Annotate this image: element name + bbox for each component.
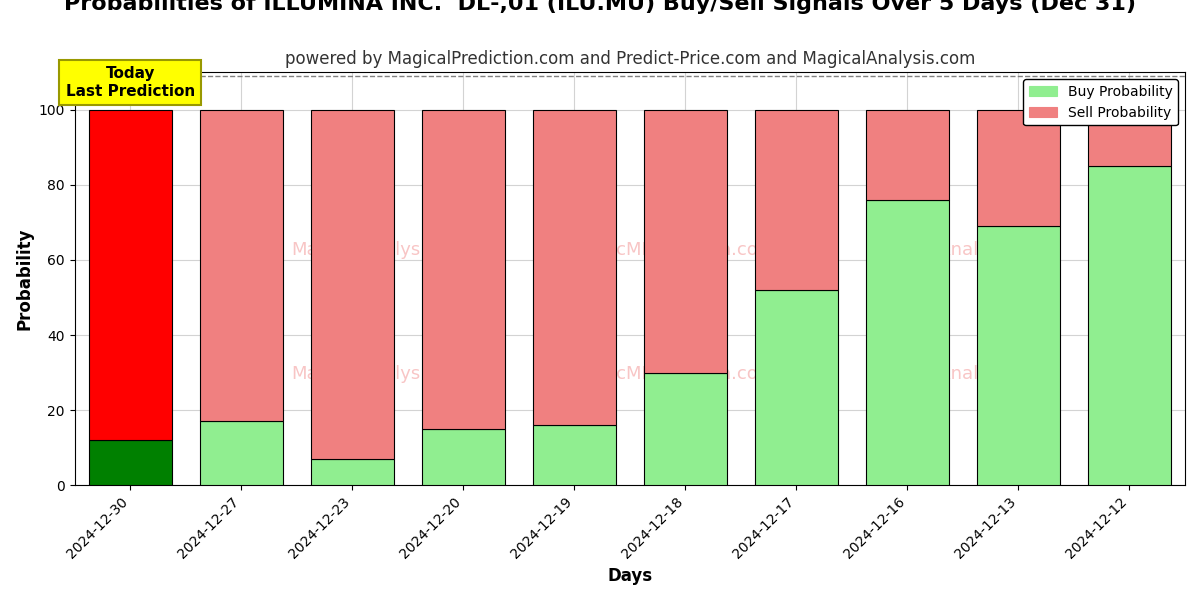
Text: MagicalAnalysis.com: MagicalAnalysis.com: [869, 241, 1057, 259]
X-axis label: Days: Days: [607, 567, 653, 585]
Text: Probabilities of ILLUMINA INC.  DL-,01 (ILU.MU) Buy/Sell Signals Over 5 Days (De: Probabilities of ILLUMINA INC. DL-,01 (I…: [64, 0, 1136, 14]
Bar: [311, 459, 394, 485]
Bar: [199, 110, 283, 421]
Title: powered by MagicalPrediction.com and Predict-Price.com and MagicalAnalysis.com: powered by MagicalPrediction.com and Pre…: [284, 50, 976, 68]
Bar: [643, 373, 727, 485]
Text: Today
Last Prediction: Today Last Prediction: [66, 66, 194, 98]
Bar: [755, 110, 838, 290]
Text: MagicMPrediction.com: MagicMPrediction.com: [574, 365, 775, 383]
Bar: [89, 440, 172, 485]
Bar: [1088, 166, 1171, 485]
Bar: [421, 110, 505, 429]
Text: MagicalAnalysis.com: MagicalAnalysis.com: [869, 365, 1057, 383]
Bar: [865, 110, 949, 200]
Text: MagicalAnalysis.com: MagicalAnalysis.com: [292, 365, 480, 383]
Legend: Buy Probability, Sell Probability: Buy Probability, Sell Probability: [1024, 79, 1178, 125]
Bar: [89, 110, 172, 440]
Bar: [977, 110, 1060, 226]
Bar: [533, 110, 616, 425]
Bar: [1088, 110, 1171, 166]
Bar: [533, 425, 616, 485]
Text: MagicalAnalysis.com: MagicalAnalysis.com: [292, 241, 480, 259]
Bar: [865, 200, 949, 485]
Bar: [311, 110, 394, 459]
Text: MagicMPrediction.com: MagicMPrediction.com: [574, 241, 775, 259]
Bar: [755, 290, 838, 485]
Bar: [199, 421, 283, 485]
Y-axis label: Probability: Probability: [16, 227, 34, 330]
Bar: [643, 110, 727, 373]
Bar: [421, 429, 505, 485]
Bar: [977, 226, 1060, 485]
